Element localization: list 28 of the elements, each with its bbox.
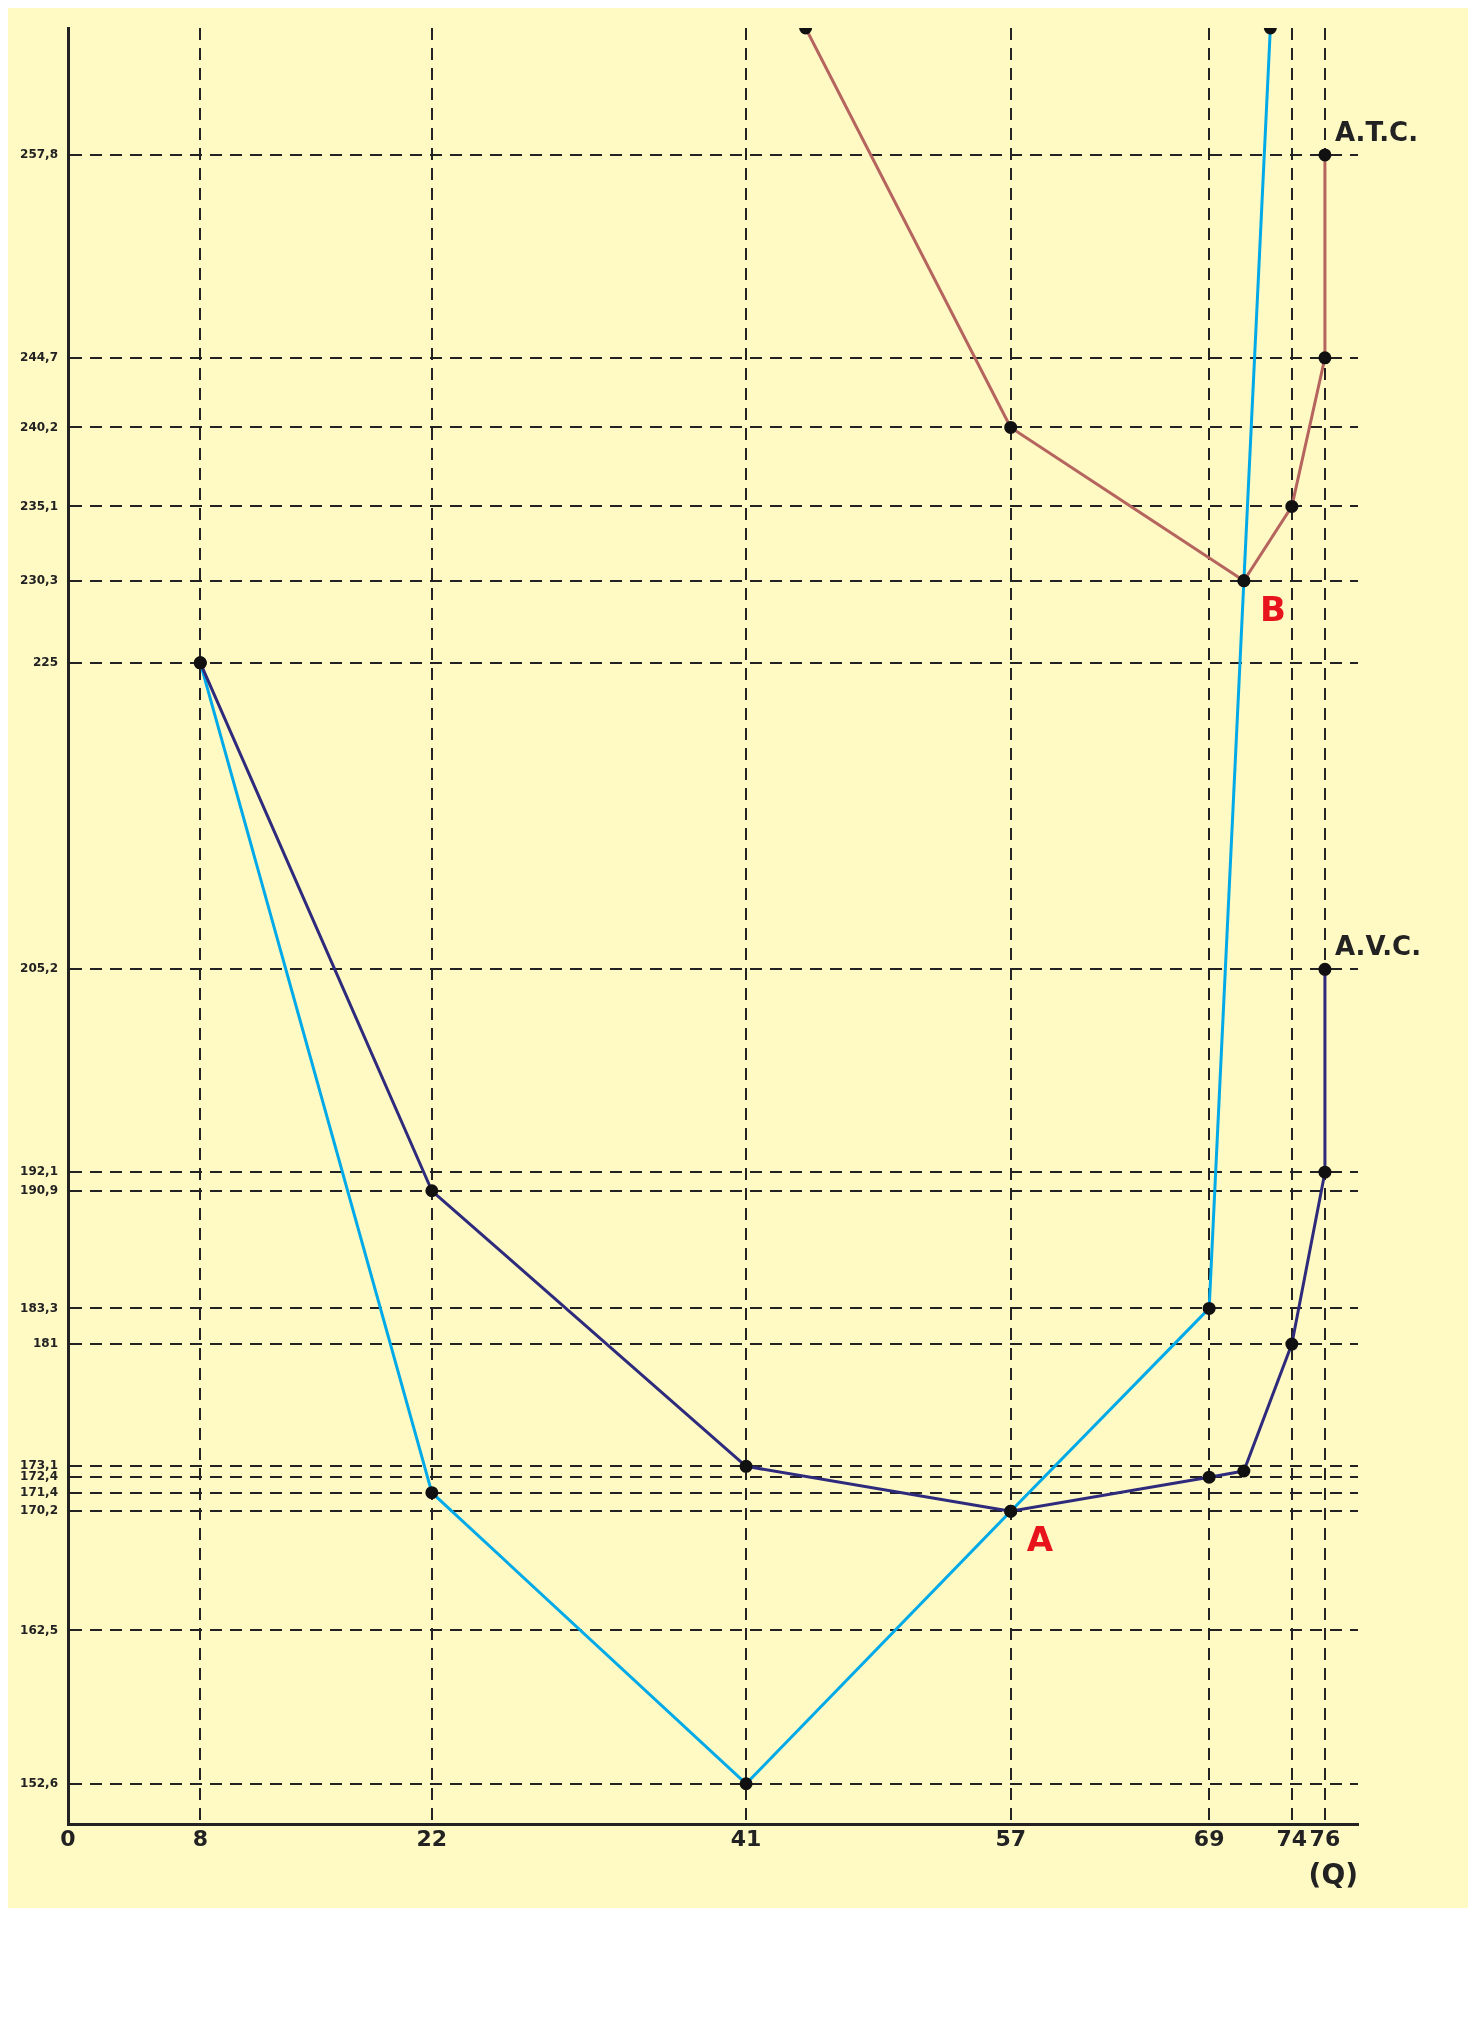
y-tick-label: 181 <box>32 1336 58 1351</box>
annotation: B <box>1259 588 1286 629</box>
x-tick-label: 69 <box>1193 1825 1225 1851</box>
y-tick-label: 183,3 <box>20 1300 58 1315</box>
y-tick-label: 162,5 <box>20 1622 58 1637</box>
x-tick-label: 22 <box>416 1825 448 1851</box>
y-tick-label: 171,4 <box>20 1484 58 1499</box>
y-tick-label: 225 <box>32 654 58 669</box>
y-tick-label: 152,6 <box>20 1775 58 1790</box>
y-tick-label: 192,1 <box>20 1164 58 1179</box>
x-tick-label: 76 <box>1309 1825 1341 1851</box>
y-tick-label: 240,2 <box>20 419 58 434</box>
x-tick-label: 8 <box>192 1825 208 1851</box>
y-tick-label: 205,2 <box>20 961 58 976</box>
x-tick-label: 74 <box>1276 1825 1308 1851</box>
y-tick-label: 235,1 <box>20 498 58 513</box>
annotation: A.V.C. <box>1334 931 1422 962</box>
x-tick-label: 0 <box>60 1825 76 1851</box>
y-tick-label: 230,3 <box>20 572 58 587</box>
y-tick-label: 170,2 <box>20 1503 58 1518</box>
y-tick-label: 244,7 <box>20 349 58 364</box>
x-axis-title: (Q) <box>1308 1858 1358 1892</box>
annotation: A.T.C. <box>1334 116 1419 147</box>
y-tick-label: 190,9 <box>20 1182 58 1197</box>
y-tick-label: 257,8 <box>20 147 58 162</box>
x-tick-label: 57 <box>995 1825 1026 1851</box>
x-tick-label: 41 <box>730 1825 762 1851</box>
annotation: A <box>1026 1519 1054 1560</box>
